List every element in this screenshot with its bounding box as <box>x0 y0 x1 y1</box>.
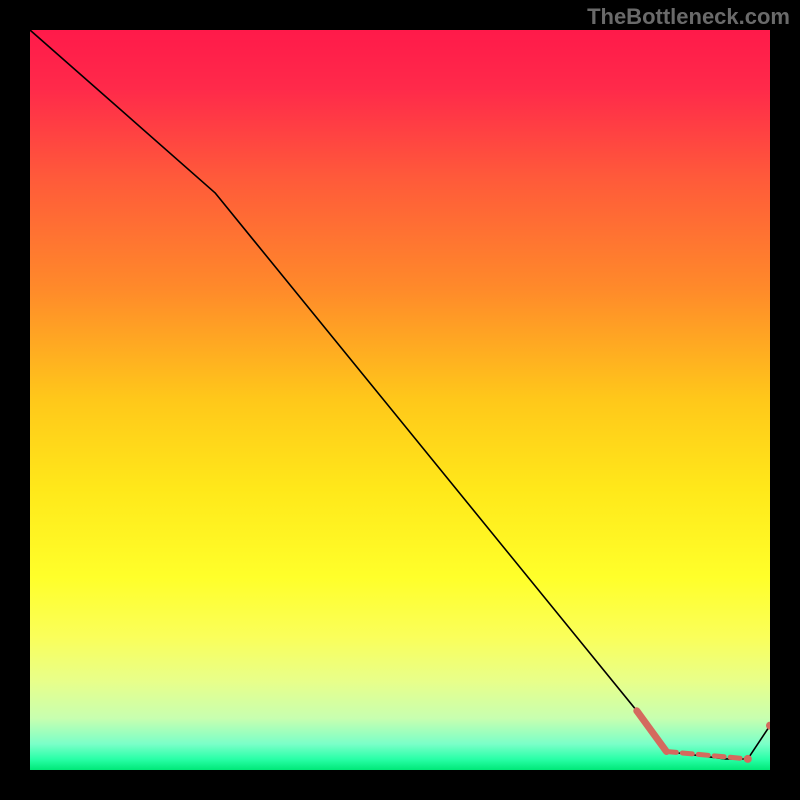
plot-area <box>30 30 770 770</box>
gradient-background <box>30 30 770 770</box>
watermark-text: TheBottleneck.com <box>587 4 790 30</box>
chart-svg <box>30 30 770 770</box>
marker-dot-0 <box>744 755 752 763</box>
